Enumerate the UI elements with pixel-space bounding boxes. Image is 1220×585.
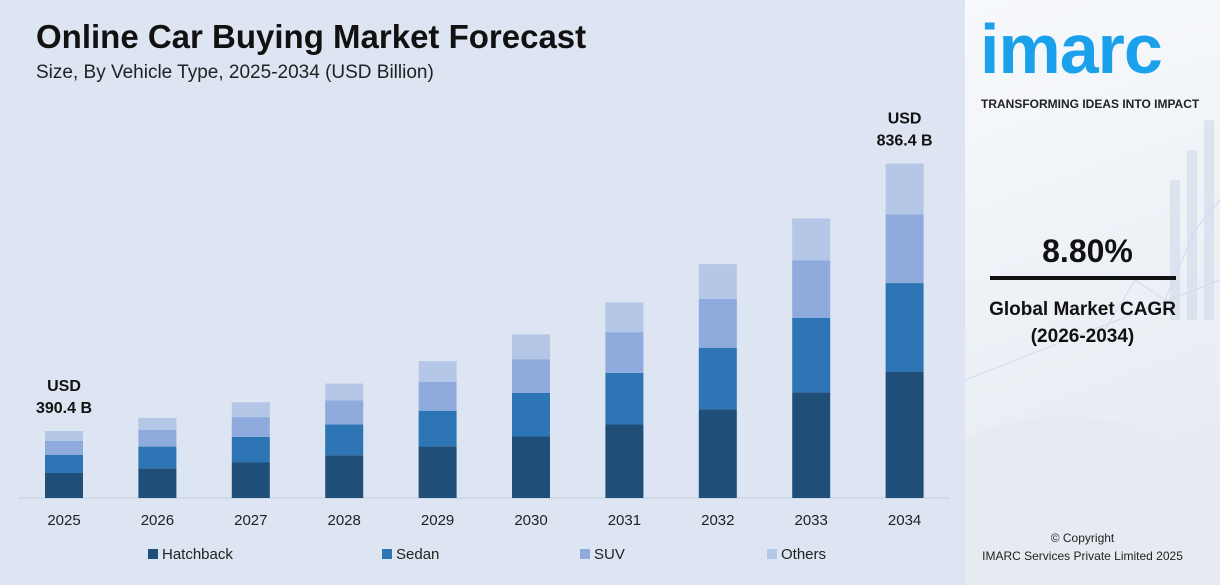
- x-tick-label: 2027: [234, 512, 267, 529]
- bar-others-2029: [418, 361, 457, 382]
- bar-hatchback-2026: [138, 468, 177, 498]
- bar-others-2031: [605, 302, 644, 333]
- stacked-bar-chart: 2025 USD 390.4 B 2026 2027 2028 2029 2030 2031 20…: [18, 111, 950, 563]
- bar-sedan-2027: [231, 436, 270, 463]
- cagr-value: 8.80%: [1042, 233, 1133, 269]
- bar-sedan-2025: [45, 454, 83, 473]
- bar-hatchback-2033: [792, 392, 831, 498]
- x-tick-label: 2026: [141, 512, 174, 529]
- data-label: USD: [47, 378, 81, 395]
- background-decoration: [965, 120, 1220, 585]
- legend-label-suv: SUV: [594, 546, 625, 563]
- x-tick-label: 2034: [888, 512, 921, 529]
- legend-swatch-others: [767, 549, 777, 559]
- x-tick-label: 2033: [795, 512, 828, 529]
- bar-sedan-2034: [885, 283, 924, 372]
- bar-suv-2033: [792, 260, 831, 318]
- bar-hatchback-2034: [885, 371, 924, 498]
- bar-others-2034: [885, 163, 924, 215]
- chart-subtitle: Size, By Vehicle Type, 2025-2034 (USD Bi…: [36, 62, 434, 83]
- x-tick-label: 2025: [47, 512, 80, 529]
- footer: © Copyright IMARC Services Private Limit…: [965, 529, 1200, 565]
- bar-suv-2027: [231, 417, 270, 437]
- x-tick-label: 2031: [608, 512, 641, 529]
- x-tick-label: 2028: [328, 512, 361, 529]
- legend-label-hatchback: Hatchback: [162, 546, 233, 563]
- brand-tagline: TRANSFORMING IDEAS INTO IMPACT: [981, 97, 1200, 111]
- bar-sedan-2031: [605, 372, 644, 425]
- bar-suv-2031: [605, 332, 644, 373]
- chart-panel: Online Car Buying Market Forecast Size, …: [0, 0, 965, 585]
- bar-sedan-2030: [512, 392, 550, 437]
- bar-hatchback-2028: [325, 455, 364, 498]
- bar-others-2025: [45, 431, 83, 441]
- bar-sedan-2033: [792, 317, 831, 393]
- bar-hatchback-2025: [45, 472, 83, 498]
- bar-others-2033: [792, 218, 831, 261]
- cagr-label: Global Market CAGR (2026-2034): [965, 296, 1200, 350]
- legend-swatch-sedan: [382, 549, 392, 559]
- bar-suv-2025: [45, 440, 83, 455]
- x-tick-label: 2032: [701, 512, 734, 529]
- legend-label-others: Others: [781, 546, 826, 563]
- x-tick-label: 2029: [421, 512, 454, 529]
- bar-suv-2028: [325, 400, 364, 425]
- divider: [990, 276, 1176, 280]
- bar-suv-2034: [885, 214, 924, 284]
- bar-sedan-2032: [698, 347, 737, 410]
- bar-others-2030: [512, 334, 550, 360]
- bar-others-2032: [698, 264, 737, 299]
- copyright: © Copyright: [1050, 531, 1115, 545]
- imarc-logo: imarc: [980, 10, 1163, 88]
- bar-hatchback-2032: [698, 409, 737, 498]
- cagr-label-line1: Global Market CAGR: [989, 299, 1176, 320]
- bar-hatchback-2029: [418, 446, 457, 498]
- bar-sedan-2029: [418, 410, 457, 447]
- x-tick-label: 2030: [514, 512, 547, 529]
- bar-suv-2030: [512, 359, 550, 393]
- info-panel: imarc TRANSFORMING IDEAS INTO IMPACT 8.8…: [965, 0, 1220, 585]
- bar-hatchback-2030: [512, 436, 550, 498]
- bar-suv-2026: [138, 429, 177, 447]
- bar-others-2026: [138, 417, 177, 430]
- legend-label-sedan: Sedan: [396, 546, 439, 563]
- bar-sedan-2028: [325, 424, 364, 456]
- bar-hatchback-2031: [605, 424, 644, 498]
- bar-suv-2032: [698, 298, 737, 348]
- data-label: USD: [888, 111, 922, 128]
- company-name: IMARC Services Private Limited 2025: [982, 549, 1183, 563]
- legend-swatch-suv: [580, 549, 590, 559]
- data-label: 390.4 B: [36, 400, 92, 417]
- legend-swatch-hatchback: [148, 549, 158, 559]
- data-label: 836.4 B: [877, 133, 933, 150]
- chart-title: Online Car Buying Market Forecast: [36, 18, 587, 55]
- bar-suv-2029: [418, 381, 457, 411]
- cagr-label-line2: (2026-2034): [1030, 326, 1135, 347]
- bar-others-2027: [231, 402, 270, 418]
- bar-hatchback-2027: [231, 462, 270, 498]
- bar-sedan-2026: [138, 446, 177, 469]
- bar-others-2028: [325, 383, 364, 401]
